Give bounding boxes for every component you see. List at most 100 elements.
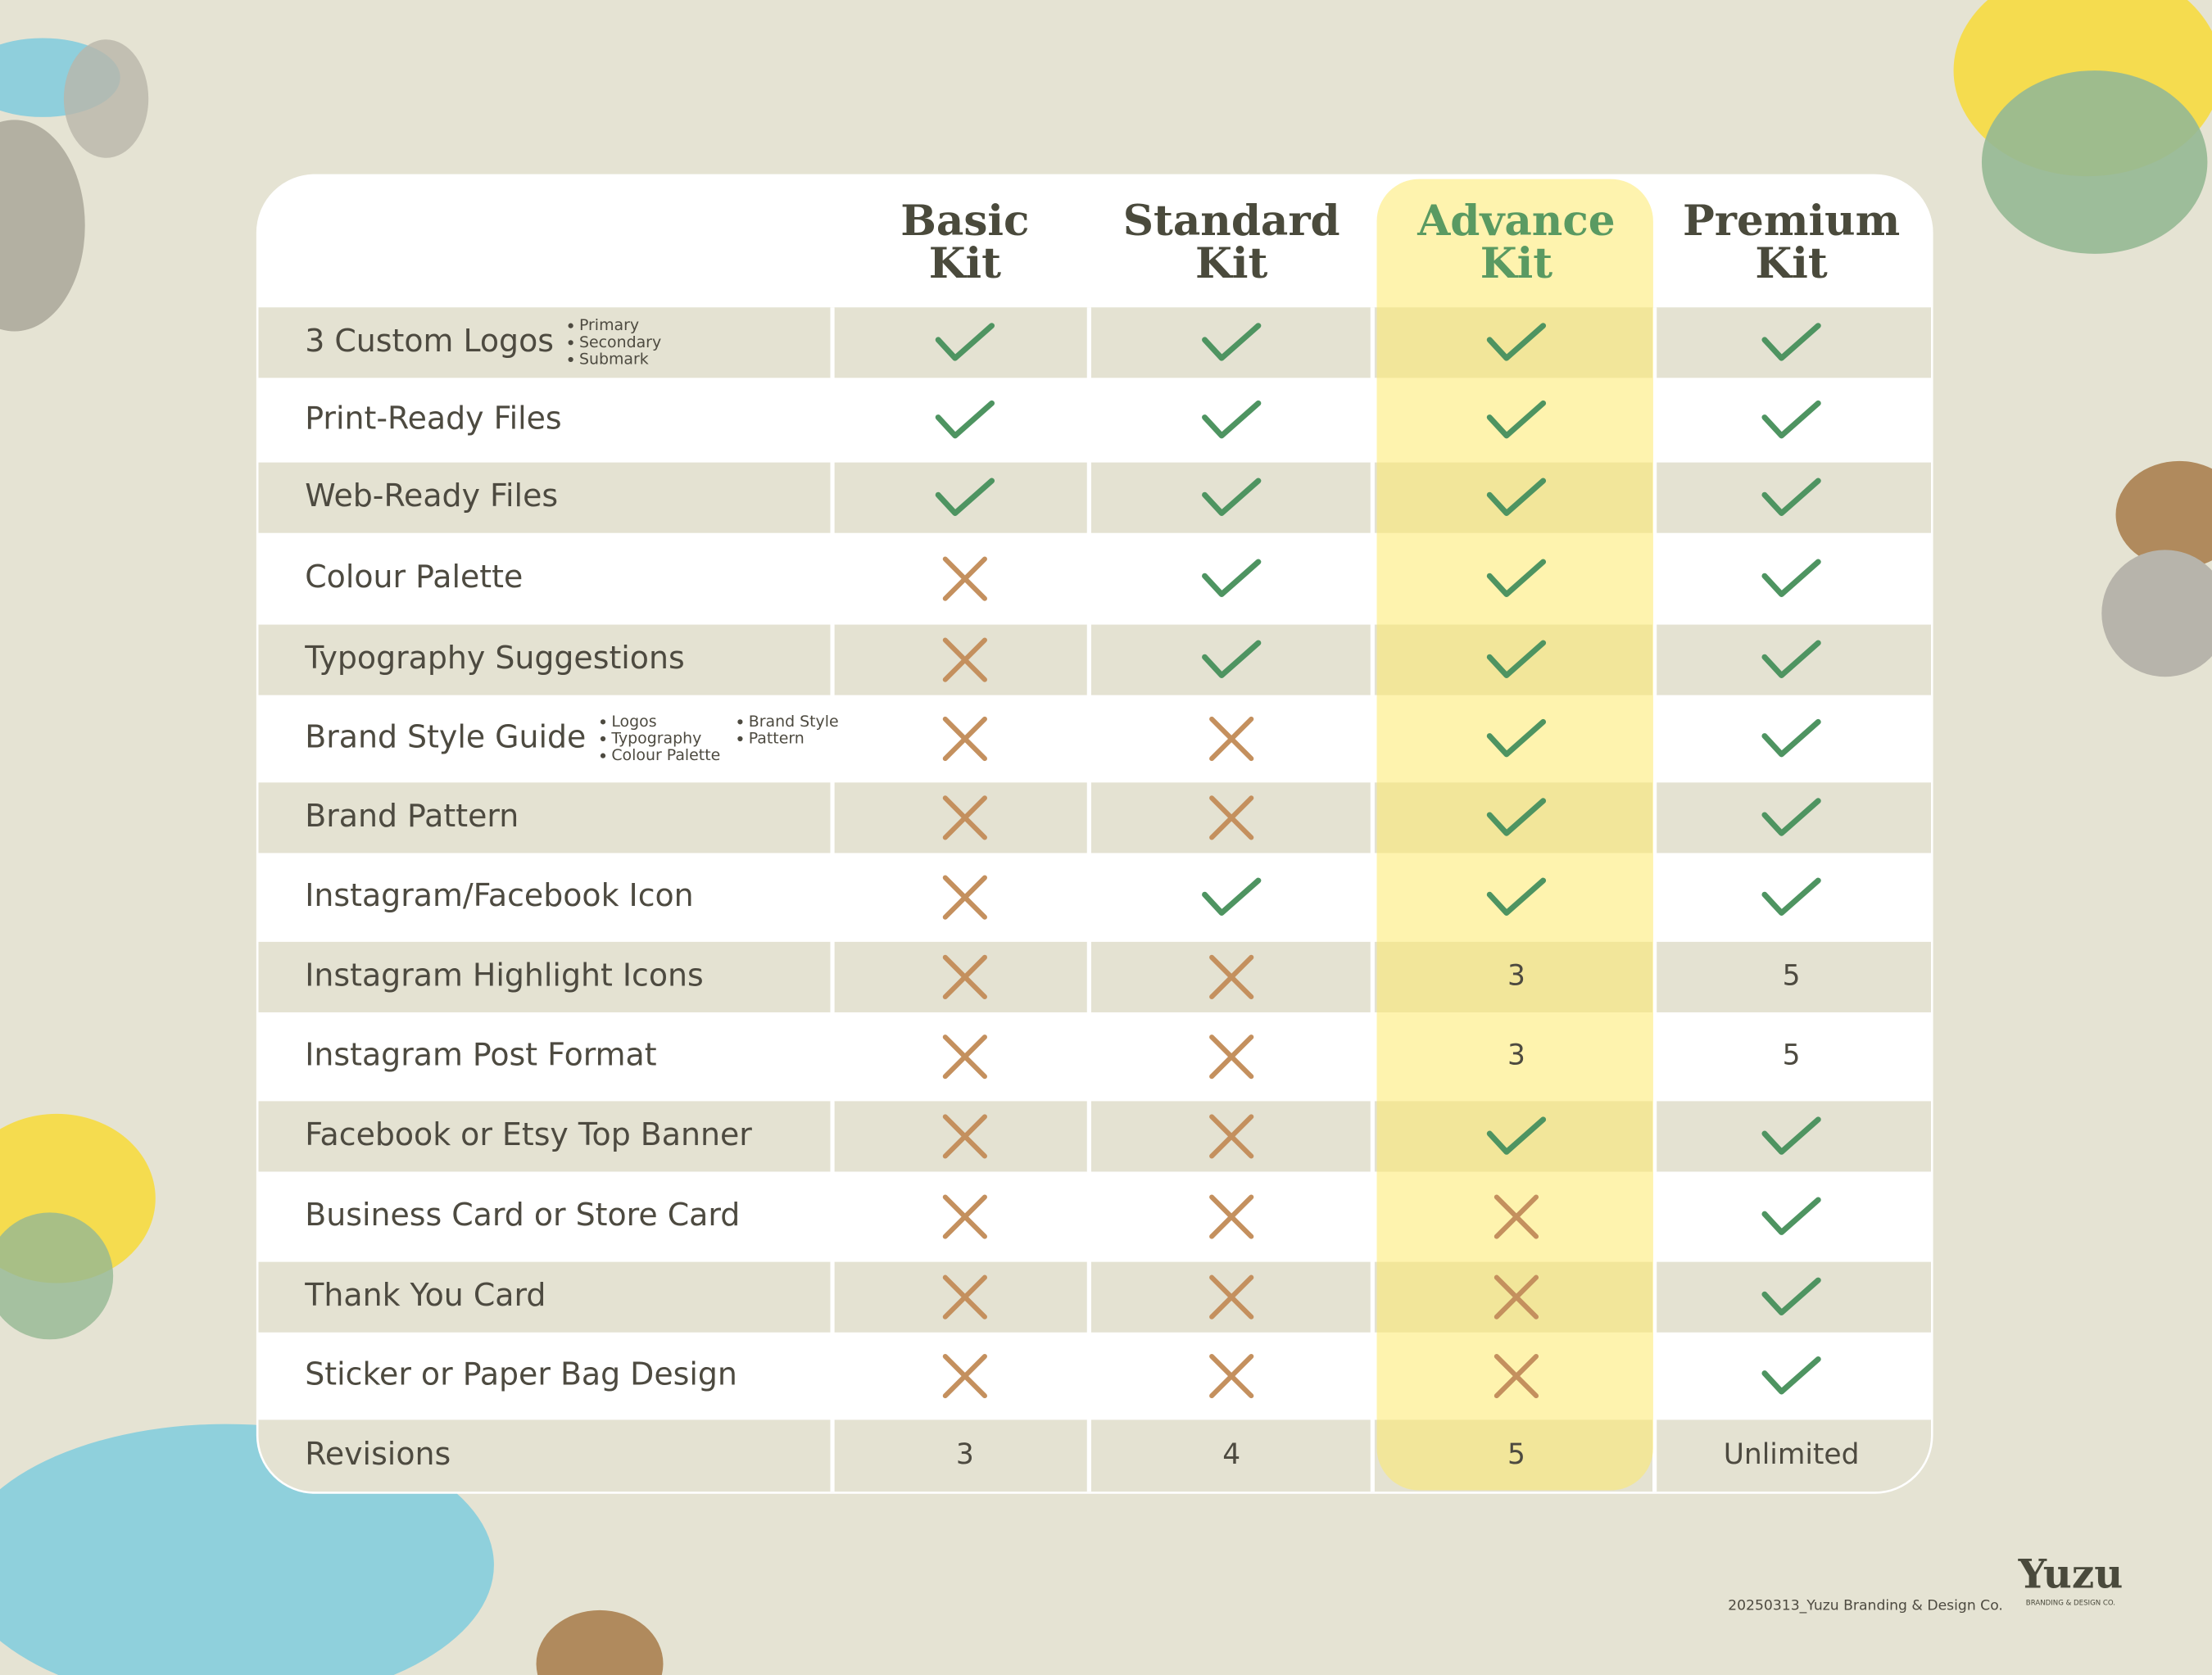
- highlight-column: [1376, 179, 1653, 1491]
- check-icon: [1761, 400, 1821, 439]
- check-icon: [1761, 1116, 1821, 1155]
- feature-label: Instagram Highlight Icons: [305, 957, 703, 993]
- check-icon: [1761, 1197, 1821, 1235]
- check-icon: [1486, 877, 1547, 917]
- feature-label: 3 Custom Logos: [305, 323, 554, 359]
- cross-stroke: [942, 1034, 987, 1080]
- cell-value: 3: [956, 1438, 974, 1471]
- column-header: Premium: [1683, 197, 1900, 246]
- cross-stroke: [942, 954, 987, 1000]
- check-icon: [1761, 1277, 1821, 1316]
- feature-label: Facebook or Etsy Top Banner: [305, 1116, 752, 1152]
- cross-icon: [942, 1274, 987, 1320]
- cross-icon: [1209, 1353, 1254, 1399]
- cross-stroke: [1209, 795, 1254, 840]
- feature-note: Typography: [610, 730, 701, 748]
- cross-icon: [942, 1114, 987, 1159]
- cross-stroke: [942, 716, 987, 762]
- feature-label: Brand Pattern: [305, 798, 519, 834]
- column-header: Kit: [1480, 239, 1552, 288]
- check-icon: [1202, 478, 1262, 517]
- check-icon: [1761, 798, 1821, 836]
- cross-stroke: [1494, 1353, 1539, 1399]
- cross-icon: [1494, 1194, 1539, 1239]
- blob: [0, 1212, 114, 1340]
- feature-label: Web-Ready Files: [305, 478, 558, 514]
- check-icon: [1202, 559, 1262, 598]
- logo: Yuzu: [2018, 1552, 2124, 1598]
- cross-icon: [942, 1353, 987, 1399]
- check-icon: [1761, 559, 1821, 598]
- bullet: [600, 719, 606, 725]
- cross-stroke: [1209, 1114, 1254, 1159]
- check-icon: [1761, 478, 1821, 517]
- logo-tagline: BRANDING & DESIGN CO.: [2026, 1600, 2115, 1608]
- check-icon: [1761, 640, 1821, 678]
- cross-stroke: [1494, 1274, 1539, 1320]
- column-header: Kit: [1195, 239, 1267, 288]
- cross-icon: [942, 795, 987, 840]
- column-header: Kit: [1755, 239, 1827, 288]
- bullet: [568, 340, 573, 346]
- check-icon: [1486, 559, 1547, 598]
- cross-icon: [1209, 954, 1254, 1000]
- cross-stroke: [1494, 1194, 1539, 1239]
- check-icon: [1202, 877, 1262, 917]
- bullet: [568, 356, 573, 363]
- cross-icon: [942, 1194, 987, 1239]
- cross-icon: [942, 875, 987, 920]
- feature-note: Logos: [611, 713, 656, 731]
- feature-label: Brand Style Guide: [305, 719, 586, 755]
- feature-label: Instagram/Facebook Icon: [305, 877, 693, 913]
- cross-icon: [942, 716, 987, 762]
- feature-label: Thank You Card: [304, 1277, 546, 1313]
- bullet: [737, 719, 743, 725]
- table-body: [258, 179, 1932, 1492]
- cross-icon: [1494, 1274, 1539, 1320]
- cross-stroke: [1209, 716, 1254, 762]
- bullet: [737, 736, 743, 742]
- blob: [2101, 550, 2212, 677]
- check-icon: [1761, 718, 1821, 758]
- feature-label: Print-Ready Files: [305, 400, 561, 436]
- feature-label: Colour Palette: [305, 559, 523, 595]
- check-icon: [935, 478, 995, 517]
- column-header: Standard: [1123, 197, 1340, 246]
- cross-stroke: [1209, 1274, 1254, 1320]
- check-icon: [1486, 323, 1547, 361]
- cell-value: 3: [1507, 959, 1525, 992]
- bullet: [600, 753, 606, 758]
- check-icon: [1486, 640, 1547, 678]
- blob: [2115, 460, 2212, 568]
- cross-stroke: [942, 556, 987, 601]
- cross-icon: [1209, 1034, 1254, 1080]
- check-icon: [1202, 400, 1262, 439]
- check-icon: [1486, 718, 1547, 758]
- cross-stroke: [942, 1114, 987, 1159]
- feature-label: Sticker or Paper Bag Design: [305, 1356, 737, 1392]
- cross-icon: [1494, 1353, 1539, 1399]
- cross-icon: [1209, 1274, 1254, 1320]
- bullet: [600, 736, 606, 742]
- blob: [0, 120, 85, 332]
- feature-note: Submark: [579, 350, 649, 368]
- cross-stroke: [942, 637, 987, 682]
- feature-note: Colour Palette: [611, 746, 720, 764]
- cell-value: 4: [1222, 1438, 1240, 1471]
- column-header: Basic: [900, 197, 1029, 246]
- check-icon: [1761, 1356, 1821, 1395]
- footer-caption: 20250313_Yuzu Branding & Design Co.: [1728, 1598, 2003, 1614]
- cross-icon: [942, 954, 987, 1000]
- cell-value: 5: [1507, 1438, 1525, 1471]
- cell-value: 5: [1783, 1039, 1801, 1072]
- blob: [536, 1609, 664, 1675]
- cross-stroke: [1209, 954, 1254, 1000]
- check-icon: [1486, 1116, 1547, 1155]
- check-icon: [1486, 478, 1547, 517]
- cross-stroke: [942, 1274, 987, 1320]
- feature-note: Pattern: [749, 730, 805, 748]
- cross-icon: [1209, 1194, 1254, 1239]
- cell-value: 5: [1783, 959, 1801, 992]
